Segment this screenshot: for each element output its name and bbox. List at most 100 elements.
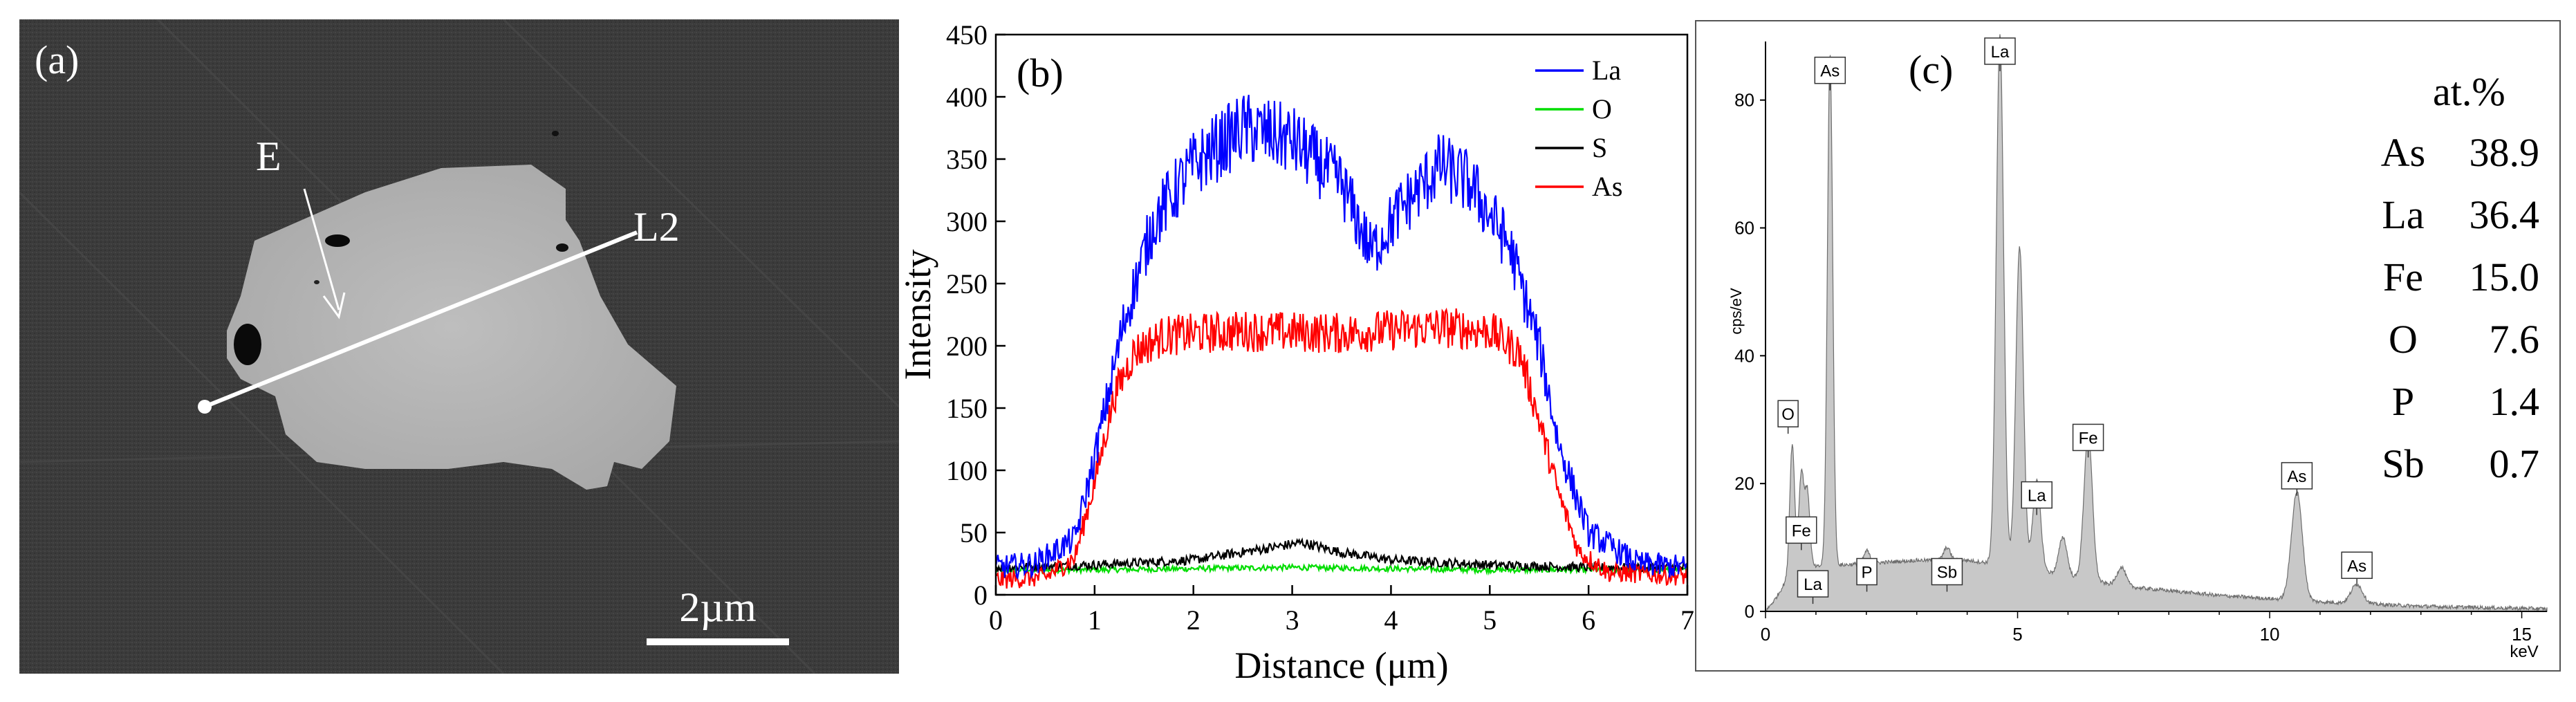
svg-text:As: As (1820, 62, 1840, 81)
y-tick-label: 300 (946, 206, 988, 237)
y-tick-label: 0 (974, 580, 988, 611)
legend: La OS As (1535, 55, 1622, 202)
series-line-s (995, 537, 1689, 575)
chart-frame (1695, 20, 2561, 672)
x-tick-label: 7 (1680, 604, 1694, 636)
panel-a-label: (a) (35, 37, 79, 82)
peak-label: O (1777, 400, 1799, 434)
peak-label: Fe (1786, 516, 1817, 551)
eds-spectrum-chart: 0 20 40 60 80 0 5 10 15 O Fe La As P Sb La La Fe As As (c)… (1695, 20, 2561, 672)
peak-label: As (2341, 551, 2373, 586)
svg-text:Sb: Sb (1937, 564, 1957, 582)
y-tick-label: 40 (1734, 345, 1754, 366)
composition-value: 0.7 (2490, 441, 2540, 486)
x-tick-label: 5 (2012, 624, 2022, 645)
peak-label: La (1984, 37, 2016, 71)
pore (314, 280, 319, 284)
panel-b-label: (b) (1017, 50, 1064, 95)
scale-bar-label: 2µm (679, 584, 756, 630)
x-tick-label: 1 (1088, 604, 1102, 636)
series-line-as (995, 307, 1689, 589)
y-tick-label: 50 (960, 517, 988, 548)
y-tick-label: 80 (1734, 90, 1754, 111)
y-axis-label: Intensity (897, 250, 938, 380)
svg-text:As: As (2347, 557, 2366, 575)
x-tick-label: 3 (1286, 604, 1299, 636)
x-tick-label: 0 (1761, 624, 1770, 645)
legend-label: As (1592, 171, 1622, 202)
line-scan-l2 (203, 230, 638, 409)
svg-text:La: La (2028, 487, 2046, 506)
legend-label: O (1592, 93, 1612, 124)
svg-text:Fe: Fe (1792, 521, 1811, 540)
sem-image: (a) E L2 2µm (19, 19, 899, 674)
x-tick-label: 2 (1187, 604, 1201, 636)
y-axis-label: cps/eV (1727, 288, 1745, 335)
y-tick-label: 100 (946, 455, 988, 486)
y-tick-label: 200 (946, 331, 988, 362)
eds-spectrum-panel: 0 20 40 60 80 0 5 10 15 O Fe La As P Sb La La Fe As As (c)… (1687, 14, 2576, 699)
svg-text:O: O (1781, 405, 1795, 424)
peak-label: P (1856, 557, 1878, 592)
composition-table: at.% As 38.9 La 36.4 Fe 15.0 O 7.6 P 1.4 Sb 0.7 (2381, 69, 2539, 486)
x-tick-label: 15 (2512, 624, 2532, 645)
legend-label: La (1592, 55, 1621, 86)
peak-label: Sb (1931, 557, 1963, 592)
line-scan-l2-label: L2 (633, 204, 680, 250)
composition-element: Fe (2383, 255, 2423, 299)
x-tick-label: 0 (989, 604, 1003, 636)
arrow-e-head (322, 292, 346, 320)
y-tick-label: 20 (1734, 473, 1754, 494)
composition-element: La (2382, 192, 2424, 237)
svg-text:La: La (1804, 575, 1822, 594)
composition-element: Sb (2382, 441, 2424, 486)
plot-frame (994, 33, 1689, 596)
pore (556, 243, 568, 252)
y-tick-label: 60 (1734, 218, 1754, 239)
composition-value: 7.6 (2490, 317, 2540, 362)
composition-header: at.% (2433, 69, 2505, 114)
svg-text:La: La (1991, 43, 2010, 62)
composition-value: 1.4 (2490, 379, 2540, 424)
pore (234, 324, 261, 365)
y-tick-label: 450 (946, 19, 988, 50)
composition-value: 36.4 (2470, 192, 2540, 237)
line-scan-chart-panel: 0 1 2 3 4 5 6 7 0 50 100 150 200 250 300 350 400 450 (b) … (892, 14, 1701, 699)
svg-text:Fe: Fe (2079, 429, 2098, 447)
y-tick-label: 0 (1745, 601, 1754, 622)
x-axis-label: Distance (μm) (1234, 645, 1448, 686)
y-tick-label: 350 (946, 144, 988, 175)
x-tick-label: 10 (2260, 624, 2280, 645)
sem-image-panel: (a) E L2 2µm (19, 19, 899, 674)
y-tick-label: 150 (946, 393, 988, 424)
pore (552, 131, 559, 136)
x-tick-label: 5 (1483, 604, 1497, 636)
series-line-la (994, 95, 1688, 580)
composition-value: 15.0 (2470, 255, 2540, 299)
y-tick-label: 400 (946, 82, 988, 113)
peak-label: Fe (2072, 423, 2104, 458)
spectrum-area (1765, 34, 2548, 612)
peak-label: As (2281, 462, 2313, 496)
composition-element: O (2389, 317, 2418, 362)
arrow-e (303, 188, 340, 311)
peak-label: La (2021, 481, 2053, 515)
composition-element: P (2392, 379, 2414, 424)
x-axis-label: keV (2510, 643, 2538, 661)
arrow-e-label: E (256, 133, 281, 179)
pore (325, 234, 350, 247)
composition-value: 38.9 (2470, 130, 2540, 175)
peak-label: As (1814, 56, 1846, 91)
x-tick-label: 6 (1582, 604, 1595, 636)
y-tick-label: 250 (946, 268, 988, 299)
svg-text:P: P (1862, 564, 1873, 582)
legend-label: S (1592, 132, 1607, 163)
composition-element: As (2381, 130, 2425, 175)
line-scan-start-dot (198, 400, 212, 414)
series-line-o (995, 562, 1687, 576)
panel-c-label: (c) (1909, 47, 1953, 92)
x-tick-label: 4 (1384, 604, 1398, 636)
svg-text:As: As (2287, 468, 2306, 486)
peak-label: La (1797, 570, 1829, 604)
